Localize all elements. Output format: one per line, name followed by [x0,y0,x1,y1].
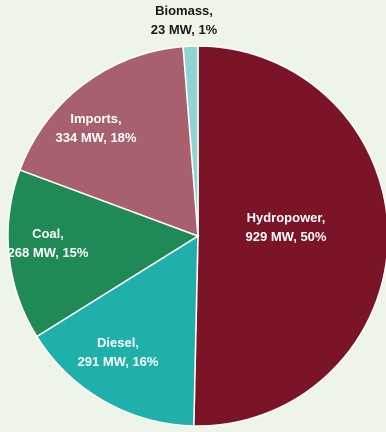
pie-slice-diesel [35,234,199,427]
pie-slices [7,45,386,427]
pie-label-value: 291 MW, 16% [78,354,159,369]
pie-label-hydropower: Hydropower, 929 MW, 50% [246,210,327,244]
pie-label-value: 23 MW, 1% [151,22,218,37]
pie-slice-biomass [182,45,199,237]
pie-label-name: Biomass, [155,3,213,18]
pie-label-name: Diesel, [97,335,139,350]
pie-label-value: 268 MW, 15% [8,245,89,260]
pie-label-name: Hydropower, [247,210,326,225]
pie-label-coal: Coal, 268 MW, 15% [8,226,89,260]
pie-slice-coal [7,168,200,338]
pie-label-diesel: Diesel, 291 MW, 16% [78,335,159,369]
pie-label-name: Coal, [32,226,64,241]
pie-label-value: 929 MW, 50% [246,229,327,244]
pie-labels: Hydropower, 929 MW, 50% Diesel, 291 MW, 16%… [8,3,327,369]
pie-slice-imports [18,45,199,238]
pie-label-value: 334 MW, 18% [56,130,137,145]
pie-label-imports: Imports, 334 MW, 18% [56,111,137,145]
pie-label-biomass: Biomass, 23 MW, 1% [151,3,218,37]
pie-label-name: Imports, [70,111,121,126]
pie-slice-hydropower [193,45,386,427]
